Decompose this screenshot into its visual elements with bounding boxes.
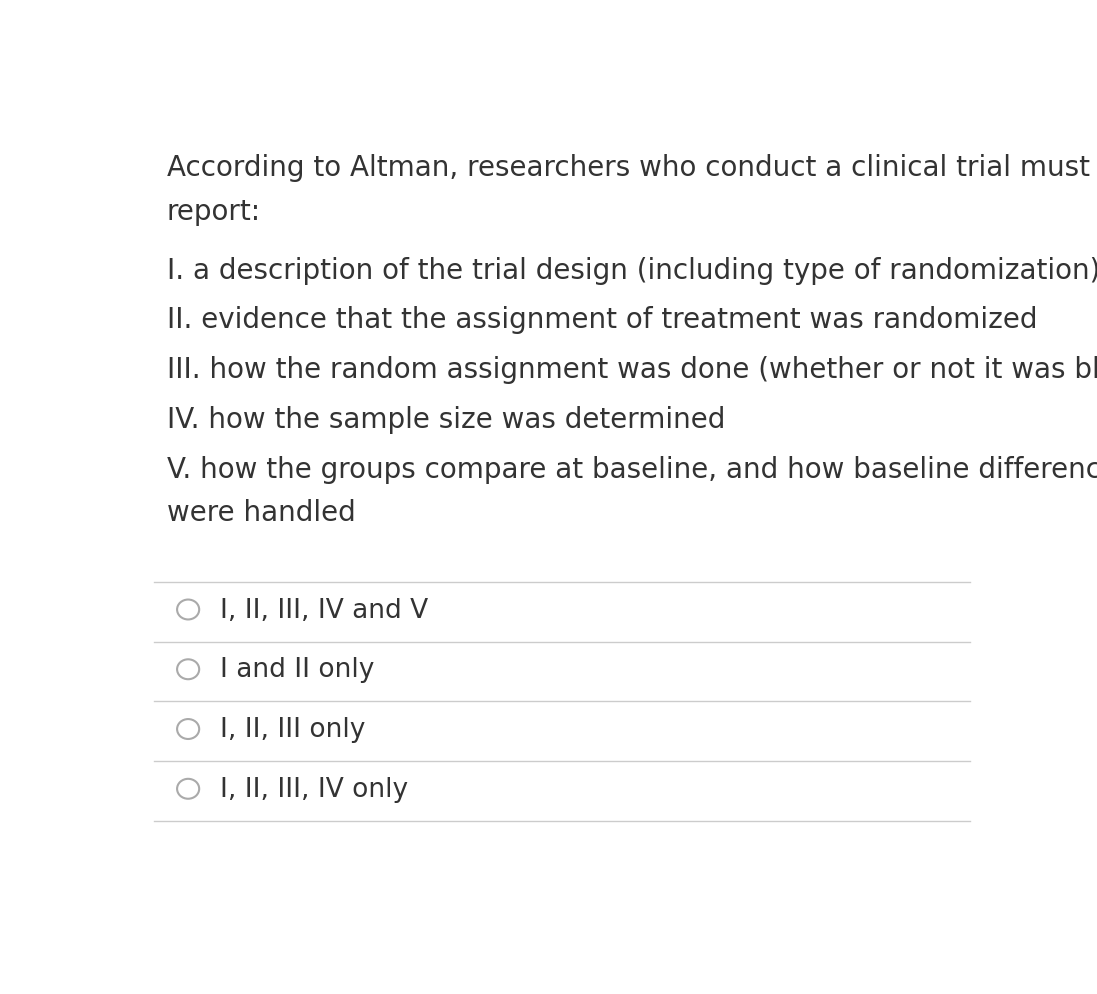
Text: I, II, III, IV only: I, II, III, IV only [220,776,408,802]
Text: According to Altman, researchers who conduct a clinical trial must: According to Altman, researchers who con… [167,154,1090,182]
Text: IV. how the sample size was determined: IV. how the sample size was determined [167,406,725,433]
Text: were handled: were handled [167,499,355,527]
Text: I, II, III, IV and V: I, II, III, IV and V [220,597,429,623]
Text: II. evidence that the assignment of treatment was randomized: II. evidence that the assignment of trea… [167,306,1038,334]
Text: V. how the groups compare at baseline, and how baseline differences: V. how the groups compare at baseline, a… [167,455,1097,483]
Text: I, II, III only: I, II, III only [220,717,365,743]
Text: I and II only: I and II only [220,657,375,683]
Text: III. how the random assignment was done (whether or not it was blinded): III. how the random assignment was done … [167,356,1097,384]
Text: report:: report: [167,198,261,226]
Text: I. a description of the trial design (including type of randomization): I. a description of the trial design (in… [167,256,1097,284]
